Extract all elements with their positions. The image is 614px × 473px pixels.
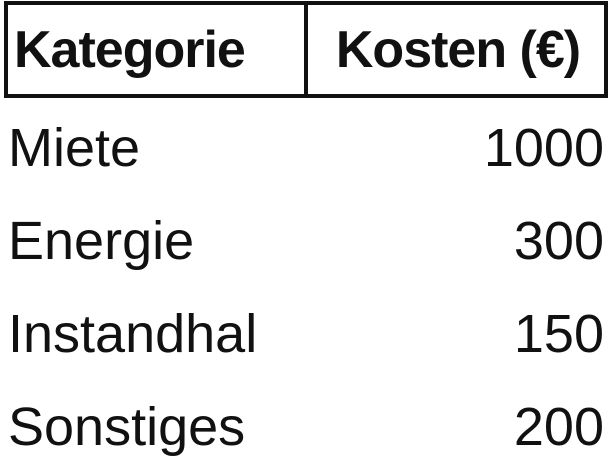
table-row: Energie 300 xyxy=(4,194,608,287)
row-cost: 150 xyxy=(513,303,604,364)
cost-table: Kategorie Kosten (€) Miete 1000 Energie … xyxy=(4,1,608,473)
row-category: Sonstiges xyxy=(8,396,246,457)
row-cost: 200 xyxy=(513,396,604,457)
table-header-row: Kategorie Kosten (€) xyxy=(4,1,608,98)
row-cost: 1000 xyxy=(483,117,604,178)
row-cost: 300 xyxy=(513,210,604,271)
table-row: Miete 1000 xyxy=(4,101,608,194)
header-category: Kategorie xyxy=(8,5,308,94)
table-row: Sonstiges 200 xyxy=(4,380,608,473)
row-category: Energie xyxy=(8,210,195,271)
row-category: Miete xyxy=(8,117,141,178)
header-cost: Kosten (€) xyxy=(335,20,581,79)
table-body: Miete 1000 Energie 300 Instandhal 150 So… xyxy=(4,101,608,473)
table-row: Instandhal 150 xyxy=(4,287,608,380)
row-category: Instandhal xyxy=(8,303,258,364)
